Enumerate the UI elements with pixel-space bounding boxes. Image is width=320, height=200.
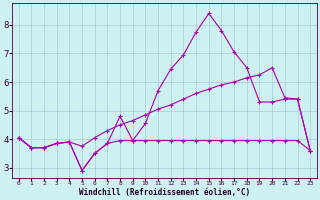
X-axis label: Windchill (Refroidissement éolien,°C): Windchill (Refroidissement éolien,°C) bbox=[79, 188, 250, 197]
